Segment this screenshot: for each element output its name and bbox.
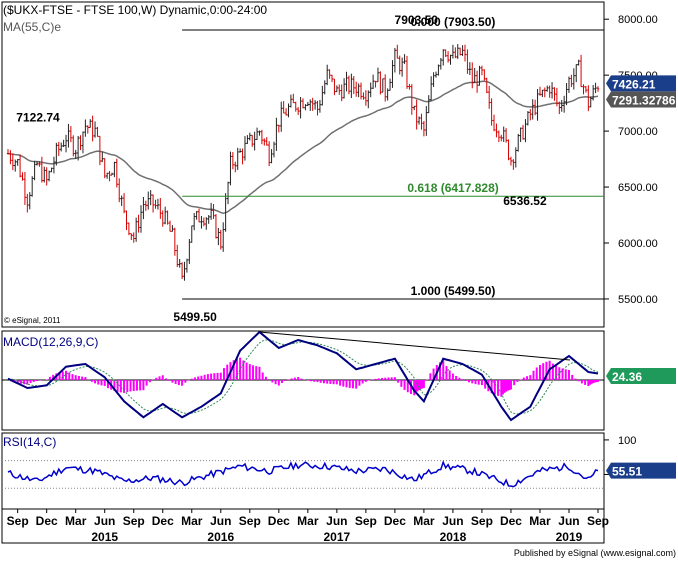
price-panel-frame — [1, 1, 605, 328]
ma-label: MA(55,C)e — [3, 20, 61, 34]
price-annotation: 7122.74 — [16, 110, 60, 124]
month-tick-label: Dec — [500, 514, 522, 528]
footer-credit: Published by eSignal (www.esignal.com) — [514, 548, 676, 558]
month-tick-label: Sep — [587, 514, 609, 528]
month-tick-label: Dec — [36, 514, 58, 528]
month-tick-label: Mar — [181, 514, 203, 528]
month-tick-label: Mar — [297, 514, 319, 528]
price-tick-label: 6000.00 — [618, 238, 658, 250]
month-tick-label: Jun — [442, 514, 463, 528]
rsi-value-tag-text: 55.51 — [612, 465, 642, 479]
year-tick-label: 2017 — [324, 530, 351, 544]
price-annotation: 6536.52 — [503, 194, 547, 208]
rsi-label: RSI(14,C) — [3, 435, 56, 449]
last-price-tag-text: 7426.21 — [612, 77, 656, 91]
ma-value-tag-text: 7291.32786 — [612, 93, 676, 107]
macd-value-tag: 24.36 — [606, 368, 676, 384]
price-tick-label: 7000.00 — [618, 126, 658, 138]
ma-value-tag: 7291.32786 — [606, 91, 676, 108]
rsi-line — [7, 460, 599, 488]
month-tick-label: Sep — [355, 514, 377, 528]
year-tick-label: 2019 — [556, 530, 583, 544]
month-tick-label: Sep — [7, 514, 29, 528]
last-price-tag-bg — [606, 75, 676, 92]
chart-title: ($UKX-FTSE - FTSE 100,W) Dynamic,0:00-24… — [3, 3, 267, 17]
rsi-value-tag-bg — [606, 462, 676, 479]
macd-label: MACD(12,26,9,C) — [3, 335, 98, 349]
macd-trendline — [259, 331, 571, 361]
month-tick-label: Dec — [152, 514, 174, 528]
year-tick-label: 2016 — [207, 530, 234, 544]
month-tick-label: Mar — [529, 514, 551, 528]
ma-value-tag-bg — [606, 91, 676, 108]
rsi-tick-label: 100 — [618, 435, 636, 447]
month-tick-label: Jun — [210, 514, 231, 528]
month-tick-label: Sep — [471, 514, 493, 528]
last-price-tag: 7426.21 — [606, 75, 676, 92]
macd-value-tag-text: 24.36 — [612, 370, 642, 384]
fib-level-label: 0.000 (7903.50) — [411, 15, 496, 29]
macd-line — [7, 330, 599, 422]
price-annotation: 5499.50 — [173, 310, 217, 324]
rsi-value-tag: 55.51 — [606, 462, 676, 479]
fib-level-label: 1.000 (5499.50) — [411, 284, 496, 298]
time-axis-frame — [1, 508, 605, 544]
month-tick-label: Jun — [94, 514, 115, 528]
macd-value-tag-bg — [606, 368, 676, 384]
macd-signal-line — [7, 339, 599, 415]
year-tick-label: 2015 — [91, 530, 118, 544]
month-tick-label: Dec — [268, 514, 290, 528]
month-tick-label: Jun — [326, 514, 347, 528]
credit-label: © eSignal, 2011 — [4, 316, 61, 325]
price-tick-label: 5500.00 — [618, 294, 658, 306]
ma-55-line — [7, 80, 599, 214]
price-tick-label: 8000.00 — [618, 14, 658, 26]
month-tick-label: Mar — [65, 514, 87, 528]
year-tick-label: 2018 — [440, 530, 467, 544]
month-tick-label: Jun — [558, 514, 579, 528]
month-tick-label: Sep — [123, 514, 145, 528]
month-tick-label: Sep — [239, 514, 261, 528]
month-tick-label: Mar — [413, 514, 435, 528]
price-tick-label: 6500.00 — [618, 182, 658, 194]
month-tick-label: Dec — [384, 514, 406, 528]
price-annotation: 7903.50 — [395, 13, 439, 27]
fib-level-label: 0.618 (6417.828) — [407, 181, 498, 195]
